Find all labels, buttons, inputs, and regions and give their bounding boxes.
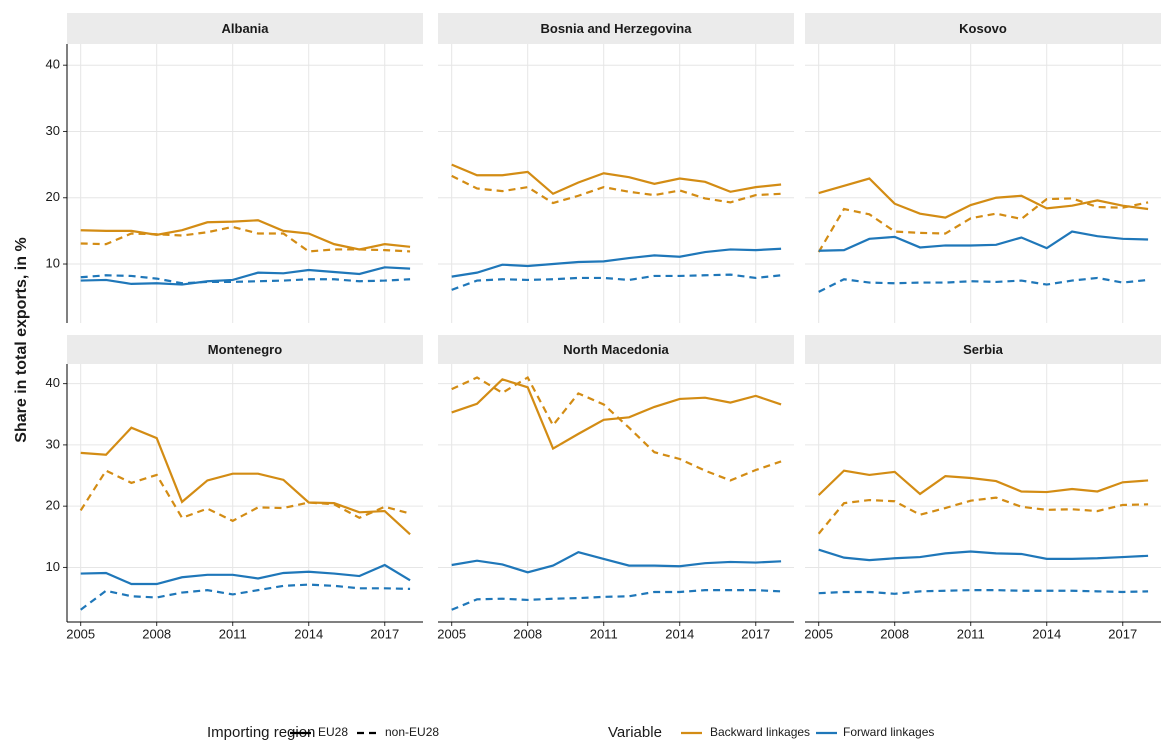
x-tick-label: 2014 <box>665 626 694 641</box>
x-tick-label: 2011 <box>590 626 618 641</box>
y-tick-label: 20 <box>46 189 60 204</box>
strip <box>67 335 423 364</box>
series-line <box>451 589 782 611</box>
series-line <box>79 469 411 523</box>
x-tick-label: 2017 <box>1108 626 1137 641</box>
y-tick-label: 40 <box>46 375 60 390</box>
legend-label: Forward linkages <box>843 725 934 739</box>
series-line <box>451 174 782 205</box>
series-line <box>80 219 411 251</box>
x-tick-label: 2014 <box>294 626 323 641</box>
strip <box>438 13 794 44</box>
legend-label: Backward linkages <box>710 725 810 739</box>
series-line <box>80 563 411 586</box>
series-line <box>80 426 411 536</box>
x-tick-label: 2017 <box>741 626 770 641</box>
series-line <box>451 378 782 451</box>
x-tick-label: 2008 <box>880 626 909 641</box>
y-tick-label: 30 <box>46 436 60 451</box>
panel-title: Montenegro <box>208 342 282 357</box>
series-line <box>817 469 1149 496</box>
y-tick-label: 10 <box>46 559 60 574</box>
x-tick-label: 2011 <box>957 626 985 641</box>
series-line <box>818 230 1149 252</box>
series-line <box>451 550 782 574</box>
y-tick-label: 40 <box>46 57 60 72</box>
x-tick-label: 2011 <box>219 626 247 641</box>
legend-label: EU28 <box>318 725 348 739</box>
strip <box>67 13 423 44</box>
panel-title: Serbia <box>963 342 1004 357</box>
series-line <box>818 276 1149 293</box>
x-tick-label: 2014 <box>1032 626 1061 641</box>
panel-title: Albania <box>222 21 270 36</box>
legend-title: Importing region <box>207 724 315 741</box>
x-tick-label: 2017 <box>370 626 399 641</box>
legend-title: Variable <box>608 724 662 741</box>
series-line <box>817 496 1149 535</box>
series-line <box>80 583 411 611</box>
series-line <box>80 225 411 253</box>
series-line <box>817 197 1149 253</box>
panel-title: Kosovo <box>959 21 1007 36</box>
series-line <box>818 548 1149 562</box>
x-tick-label: 2005 <box>437 626 466 641</box>
legend-label: non-EU28 <box>385 725 439 739</box>
y-tick-label: 20 <box>46 498 60 513</box>
x-tick-label: 2005 <box>804 626 833 641</box>
y-axis-label: Share in total exports, in % <box>13 237 30 442</box>
series-line <box>818 177 1149 219</box>
x-tick-label: 2008 <box>142 626 171 641</box>
x-tick-label: 2008 <box>513 626 542 641</box>
series-line <box>80 266 411 286</box>
x-tick-label: 2005 <box>66 626 95 641</box>
strip <box>805 335 1161 364</box>
strip <box>438 335 794 364</box>
strip <box>805 13 1161 44</box>
series-line <box>818 589 1149 595</box>
series-line <box>451 375 782 482</box>
series-line <box>451 273 782 291</box>
series-line <box>451 247 782 278</box>
panel-title: North Macedonia <box>563 342 669 357</box>
panel-title: Bosnia and Herzegovina <box>541 21 693 36</box>
y-tick-label: 10 <box>46 255 60 270</box>
series-line <box>451 163 782 196</box>
y-tick-label: 30 <box>46 123 60 138</box>
